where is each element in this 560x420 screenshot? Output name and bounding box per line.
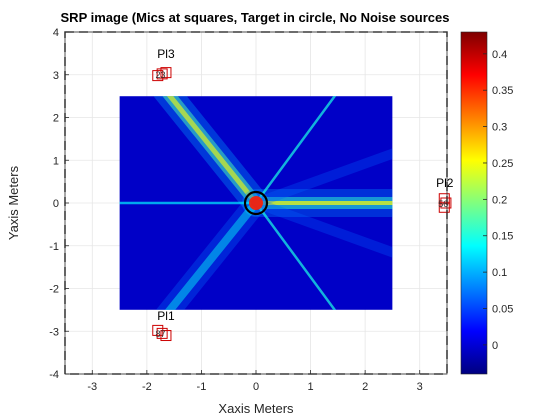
colorbar-tick-label: 0.2 — [492, 194, 507, 206]
mic-square — [156, 327, 168, 339]
colorbar-tick-label: 0.1 — [492, 267, 507, 279]
y-tick-label: 2 — [53, 113, 59, 125]
x-tick-label: 0 — [253, 381, 259, 393]
target-marker — [243, 190, 269, 216]
y-tick-label: -4 — [49, 369, 59, 381]
y-axis-label: Yaxis Meters — [6, 165, 21, 240]
y-tick-label: 4 — [53, 27, 59, 39]
colorbar-tick-label: 0.25 — [492, 158, 513, 170]
chart-title: SRP image (Mics at squares, Target in ci… — [61, 10, 450, 25]
heatmap-lobe — [155, 192, 267, 310]
mic-arrays: 8 7 Pl1 5 6 Pl2 2 3 Pl3 — [152, 47, 454, 342]
colorbar-ticks: 0 0.05 0.1 0.15 0.2 0.25 0.3 0.35 0.4 — [483, 49, 513, 352]
colorbar-tick-label: 0.4 — [492, 49, 507, 61]
mic-square — [438, 201, 450, 213]
y-tick-label: 3 — [53, 70, 59, 82]
heatmap-lobe — [254, 96, 337, 205]
y-tick-label: -3 — [49, 326, 59, 338]
heatmap-lobe — [164, 199, 260, 310]
colorbar-tick-label: 0 — [492, 340, 498, 352]
heatmap-lobe — [251, 198, 393, 258]
y-tick-label: 1 — [53, 155, 59, 167]
heatmap-lobe — [251, 148, 393, 208]
y-tick-label: -1 — [49, 241, 59, 253]
mic-array-label: Pl1 — [157, 309, 175, 323]
mic-square — [160, 330, 172, 342]
mic-square — [160, 67, 172, 79]
mic-number-label: 8 — [155, 329, 160, 339]
colorbar-tick-label: 0.3 — [492, 122, 507, 134]
mic-array: 2 3 Pl3 — [152, 47, 175, 82]
y-tick-label: -2 — [49, 284, 59, 296]
colorbar — [460, 31, 488, 375]
target-circle — [243, 190, 269, 216]
mic-number-label: 2 — [155, 70, 160, 80]
mic-array-label: Pl2 — [436, 176, 454, 190]
y-tick-label: 0 — [53, 198, 59, 210]
x-tick-label: 2 — [362, 381, 368, 393]
x-tick-label: -1 — [197, 381, 207, 393]
mic-array-label: Pl3 — [157, 47, 175, 61]
x-tick-label: 3 — [417, 381, 423, 393]
mic-array: 5 6 Pl2 — [436, 176, 454, 213]
mic-square — [440, 197, 452, 209]
colorbar-tick-label: 0.35 — [492, 85, 513, 97]
mic-number-label: 3 — [160, 70, 165, 80]
x-tick-label: -2 — [142, 381, 152, 393]
colorbar-tick-label: 0.15 — [492, 231, 513, 243]
mic-number-label: 5 — [438, 199, 443, 209]
mic-array: 8 7 Pl1 — [152, 309, 175, 342]
heatmap-peak — [249, 196, 263, 210]
mic-square — [156, 68, 168, 80]
colorbar-tick-label: 0.05 — [492, 304, 513, 316]
mic-square — [438, 193, 450, 205]
mic-number-label: 7 — [160, 329, 165, 339]
x-tick-label: -3 — [87, 381, 97, 393]
heatmap-lobe — [166, 96, 259, 206]
mic-number-label: 6 — [443, 199, 448, 209]
mic-square — [152, 70, 164, 82]
x-tick-label: 1 — [308, 381, 314, 393]
heatmap — [119, 96, 393, 310]
heatmap-lobe — [254, 201, 337, 310]
x-axis-label: Xaxis Meters — [218, 401, 294, 416]
